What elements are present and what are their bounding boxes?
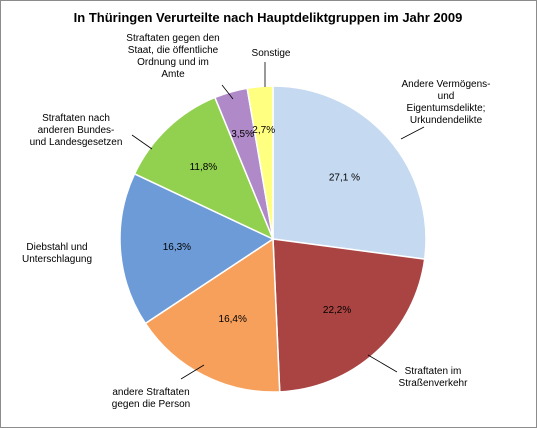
category-label-1: Andere Vermögens-und Eigentumsdelikte; Urk… bbox=[402, 79, 491, 126]
category-labels: Andere Vermögens-und Eigentumsdelikte; Urk… bbox=[22, 33, 491, 410]
leader-line-3 bbox=[180, 364, 205, 380]
category-label-2: Straftaten im Straßenverkehr bbox=[399, 366, 469, 389]
category-label-7: Sonstige bbox=[252, 48, 291, 59]
leader-line-2 bbox=[367, 354, 398, 373]
category-label-6: Straftaten gegen den Staat, die öffentlic… bbox=[126, 33, 219, 80]
leader-lines bbox=[131, 62, 425, 380]
value-label-3: 16,4% bbox=[219, 314, 247, 325]
value-label-1: 27,1 % bbox=[329, 173, 360, 184]
value-label-7: 2,7% bbox=[252, 125, 275, 136]
value-label-6: 3,5% bbox=[231, 129, 254, 140]
leader-line-1 bbox=[400, 126, 425, 140]
value-label-4: 16,3% bbox=[163, 242, 191, 253]
pie-slice-1 bbox=[272, 85, 427, 260]
category-label-3: andere Straftaten gegen die Person bbox=[112, 387, 190, 410]
value-label-5: 11,8% bbox=[190, 162, 218, 173]
pie-slice-5 bbox=[133, 96, 275, 241]
leader-line-5 bbox=[131, 134, 153, 150]
pie-slices bbox=[119, 85, 427, 393]
chart-title: In Thüringen Verurteilte nach Hauptdelik… bbox=[74, 10, 463, 25]
pie-slice-2 bbox=[272, 238, 426, 393]
pie-slice-4 bbox=[119, 172, 275, 325]
leader-line-6 bbox=[221, 84, 234, 100]
value-labels: 27,1 % 22,2% 16,4% 16,3% 11,8% 3,5%2,7% bbox=[163, 125, 360, 325]
value-label-2: 22,2% bbox=[323, 305, 351, 316]
pie-slice-7 bbox=[246, 85, 274, 240]
pie-slice-3 bbox=[144, 237, 281, 393]
category-label-5: Straftaten nach anderen Bundes-und Landes… bbox=[30, 113, 123, 148]
category-label-4: Diebstahl und Unterschlagung bbox=[22, 242, 92, 265]
